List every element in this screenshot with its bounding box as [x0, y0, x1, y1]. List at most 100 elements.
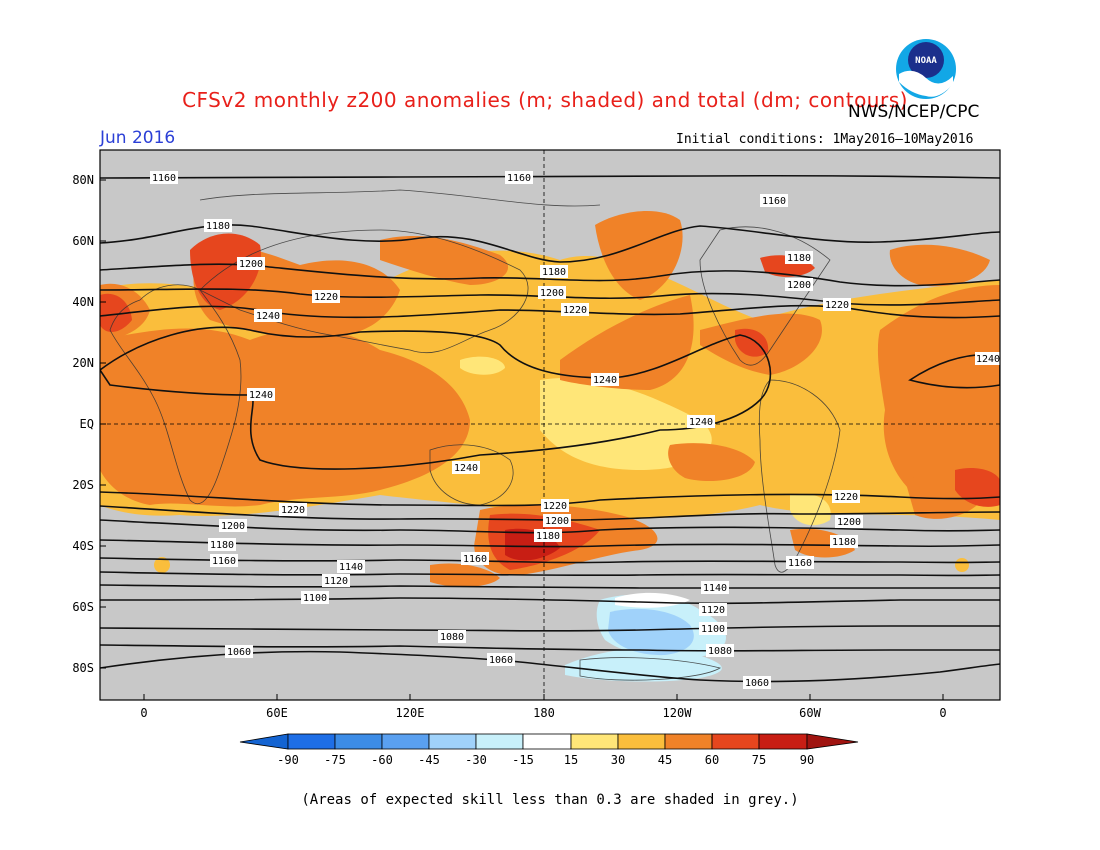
svg-text:1080: 1080 — [440, 632, 464, 643]
contour-label: 1200 — [538, 286, 566, 299]
colorbar-bin — [522, 733, 572, 750]
svg-text:1220: 1220 — [281, 505, 305, 516]
svg-text:0: 0 — [140, 706, 147, 720]
colorbar-bin — [711, 733, 760, 750]
svg-text:1180: 1180 — [210, 540, 234, 551]
forecast-month: Jun 2016 — [100, 128, 176, 148]
initial-conditions: Initial conditions: 1May2016–10May2016 — [676, 132, 974, 147]
svg-text:1080: 1080 — [708, 646, 732, 657]
contour-label: 1220 — [832, 490, 860, 503]
svg-text:1060: 1060 — [745, 678, 769, 689]
svg-text:1100: 1100 — [303, 593, 327, 604]
contour-label: 1160 — [461, 552, 489, 565]
contour-label: 1240 — [591, 373, 619, 386]
svg-text:1200: 1200 — [545, 516, 569, 527]
contour-label: 1160 — [505, 171, 533, 184]
svg-text:0: 0 — [939, 706, 946, 720]
lat-label-80n: 80N — [72, 173, 106, 187]
colorbar-arrow-left — [239, 733, 289, 750]
svg-text:40S: 40S — [72, 539, 94, 553]
anomaly-indian-ocean — [100, 328, 470, 507]
svg-text:60W: 60W — [799, 706, 821, 720]
contour-label: 1200 — [785, 278, 813, 291]
svg-text:1240: 1240 — [593, 375, 617, 386]
contour-label: 1220 — [561, 303, 589, 316]
anomaly-yellow-west-pac — [460, 356, 505, 375]
contour-label: 1180 — [204, 219, 232, 232]
svg-text:20S: 20S — [72, 478, 94, 492]
colorbar-label: 45 — [658, 753, 672, 767]
contour-label: 1200 — [835, 515, 863, 528]
anomaly-spot-sw-indian — [154, 557, 170, 573]
contour-label: 1060 — [225, 645, 253, 658]
anomaly-map: 1160 1160 1160 1180 1200 1220 1240 1180 … — [72, 149, 1001, 767]
contour-label: 1220 — [823, 298, 851, 311]
svg-text:1200: 1200 — [239, 259, 263, 270]
svg-text:1220: 1220 — [563, 305, 587, 316]
contour-label: 1080 — [438, 630, 466, 643]
svg-text:EQ: EQ — [80, 417, 94, 431]
svg-text:1220: 1220 — [543, 501, 567, 512]
anomaly-spot-s-atlantic — [955, 558, 969, 572]
colorbar-arrow-right — [806, 733, 859, 750]
contour-label: 1220 — [279, 503, 307, 516]
anomaly-negative-45-60 — [608, 608, 694, 656]
contour-label: 1220 — [541, 499, 569, 512]
colorbar-labels: -90 -75 -60 -45 -30 -15 15 30 45 60 75 9… — [277, 753, 814, 767]
logo-text: NOAA — [915, 56, 937, 66]
contour-label: 1240 — [254, 309, 282, 322]
lon-label-0: 0 — [140, 694, 148, 720]
svg-text:1240: 1240 — [689, 417, 713, 428]
contour-label: 1240 — [452, 461, 480, 474]
svg-text:1160: 1160 — [762, 196, 786, 207]
anomaly-w-africa-strong — [100, 293, 132, 332]
svg-text:1160: 1160 — [788, 558, 812, 569]
svg-text:1240: 1240 — [256, 311, 280, 322]
svg-text:80S: 80S — [72, 661, 94, 675]
contour-label: 1200 — [543, 514, 571, 527]
lon-label-60e: 60E — [266, 694, 288, 720]
anomaly-neutral-patch — [615, 592, 690, 608]
colorbar-bin — [570, 733, 619, 750]
anomaly-bering — [595, 210, 683, 300]
anomaly-atlantic — [877, 285, 1000, 502]
contour-label: 1060 — [743, 676, 771, 689]
contour-label: 1080 — [706, 644, 734, 657]
colorbar-bin — [334, 733, 383, 750]
colorbar-bin — [381, 733, 430, 750]
colorbar-bin — [617, 733, 666, 750]
svg-text:1160: 1160 — [152, 173, 176, 184]
contour-label: 1240 — [975, 352, 1000, 365]
contour-label: 1120 — [699, 603, 727, 616]
colorbar-label: 30 — [611, 753, 625, 767]
contour-label: 1220 — [312, 290, 340, 303]
longitude-axis: 0 60E 120E 180 120W 60W 0 — [140, 694, 947, 720]
svg-text:1140: 1140 — [339, 562, 363, 573]
colorbar — [239, 733, 859, 750]
svg-text:80N: 80N — [72, 173, 94, 187]
colorbar-bin — [287, 733, 336, 750]
svg-text:120W: 120W — [663, 706, 693, 720]
lat-label-40s: 40S — [72, 539, 106, 553]
contour-label: 1140 — [337, 560, 365, 573]
anomaly-yellow-patagonia — [790, 493, 831, 526]
lon-label-0-right: 0 — [939, 694, 947, 720]
lat-label-60n: 60N — [72, 234, 106, 248]
svg-text:1160: 1160 — [212, 556, 236, 567]
contour-label: 1160 — [210, 554, 238, 567]
agency-label: NWS/NCEP/CPC — [848, 102, 980, 122]
colorbar-bin — [758, 733, 808, 750]
svg-text:180: 180 — [533, 706, 555, 720]
contour-label: 1160 — [760, 194, 788, 207]
colorbar-label: -75 — [324, 753, 346, 767]
svg-text:1200: 1200 — [787, 280, 811, 291]
svg-text:1100: 1100 — [701, 624, 725, 635]
svg-text:1060: 1060 — [489, 655, 513, 666]
contour-label: 1140 — [701, 581, 729, 594]
colorbar-label: -60 — [371, 753, 393, 767]
contour-label: 1180 — [540, 265, 568, 278]
svg-text:1180: 1180 — [542, 267, 566, 278]
svg-text:1180: 1180 — [536, 531, 560, 542]
contour-label: 1120 — [322, 574, 350, 587]
colorbar-bin — [475, 733, 524, 750]
